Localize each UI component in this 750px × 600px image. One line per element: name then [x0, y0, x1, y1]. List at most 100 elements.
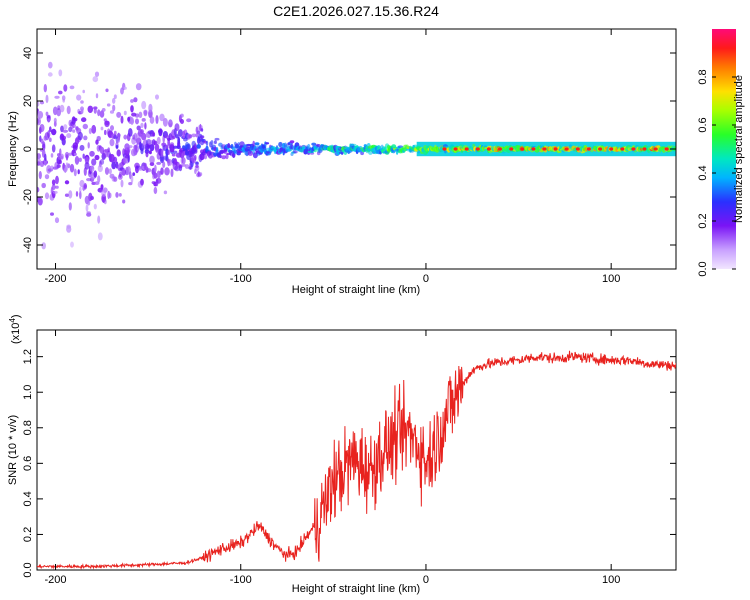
spectrogram-area [37, 29, 676, 269]
spectrogram-blob [83, 135, 88, 141]
spectrogram-blob [69, 163, 75, 173]
spectrogram-blob [41, 242, 46, 250]
spectrogram-blob [60, 153, 64, 160]
spectrogram-blob [55, 175, 59, 185]
spectrogram-blob [117, 174, 123, 180]
spectrogram-blob [173, 150, 178, 154]
spectrogram-blob [127, 146, 131, 153]
spectrogram-blob [162, 161, 166, 169]
spectrogram-peak [486, 147, 491, 151]
spectrogram-blob [54, 95, 60, 99]
spectrogram-blob [200, 128, 204, 132]
spectrogram-blob [195, 161, 199, 166]
spectrogram-blob [140, 178, 144, 186]
spectrogram-blob [54, 217, 60, 224]
spectrogram-blob [66, 105, 71, 115]
spectrogram-blob [163, 190, 168, 195]
spectrogram-blob [44, 192, 50, 200]
spectrogram-blob [68, 152, 73, 156]
spectrogram-blob [156, 161, 162, 165]
spectrogram-blob [109, 110, 115, 114]
spectrogram-blob [309, 152, 315, 155]
spectrogram-blob [171, 153, 176, 157]
spectrogram-peak [498, 147, 502, 151]
spectrogram-peak [542, 147, 547, 151]
spectrogram-blob [154, 143, 160, 151]
spectrogram-blob [213, 140, 217, 145]
spectrogram-blob [97, 164, 103, 173]
spectrogram-blob [141, 100, 147, 110]
spectrogram-blob [144, 122, 147, 130]
spectrogram-blob [94, 154, 100, 161]
spectrogram-blob [53, 117, 57, 124]
spectrogram-blob [85, 204, 89, 212]
spectrogram-blob [104, 129, 107, 136]
spectrogram-peak [586, 147, 591, 151]
spectrogram-blob [82, 89, 85, 94]
spectrogram-blob [112, 97, 116, 104]
spectrogram-blob [210, 140, 214, 146]
spectrogram-peak [664, 147, 669, 151]
spectrogram-blob [37, 101, 40, 107]
spectrogram-blob [154, 164, 157, 173]
spectrogram-blob [181, 157, 186, 165]
spectrogram-blob [203, 154, 208, 160]
spectrogram-blob [100, 126, 104, 131]
snr-y-label: SNR (10 * v/v) [7, 415, 19, 485]
spectrogram-blob [167, 149, 171, 155]
spectrogram-blob [104, 167, 110, 175]
spectrogram-blob [152, 132, 156, 137]
spectrogram-blob [115, 145, 119, 149]
y-tick-label: 0.6 [22, 456, 34, 471]
spectrogram-blob [99, 159, 105, 165]
spectrogram-blob [168, 159, 173, 166]
y-tick-label: -20 [22, 189, 34, 205]
spectrogram-blob [86, 211, 91, 215]
spectrogram-blob [68, 190, 73, 199]
spectrogram-blob [175, 134, 179, 139]
spectrogram-y-axis: -40 -20 0 20 40 [22, 47, 676, 253]
spectrogram-blob [264, 142, 270, 145]
spectrogram-blob [77, 169, 80, 175]
spectrogram-blob [130, 174, 134, 184]
spectrogram-blob [93, 170, 98, 178]
x-tick-label: 100 [602, 273, 620, 285]
spectrogram-blob [169, 144, 175, 153]
spectrogram-blob [121, 169, 127, 176]
spectrogram-blob [196, 144, 201, 149]
y-tick-label: 0 [22, 146, 34, 152]
spectrogram-blob [130, 105, 134, 113]
spectrogram-blob [117, 136, 120, 143]
spectrogram-blob [162, 117, 168, 127]
spectrogram-blob [174, 165, 180, 172]
spectrogram-blob [79, 190, 82, 200]
spectrogram-blob [37, 197, 43, 206]
spectrogram-blob [56, 164, 61, 169]
spectrogram-blob [95, 93, 99, 99]
spectrogram-blob [168, 119, 173, 124]
spectrogram-blob [120, 179, 124, 188]
spectrogram-blob [197, 130, 201, 135]
spectrogram-blob [153, 186, 158, 195]
spectrogram-blob [44, 174, 50, 180]
spectrogram-blob [63, 124, 68, 130]
spectrogram-blob [111, 161, 117, 170]
spectrogram-blob [41, 182, 46, 189]
spectrogram-blob [90, 196, 94, 200]
spectrogram-blob [62, 99, 65, 103]
spectrogram-blob [80, 108, 84, 114]
spectrogram-blob [62, 129, 69, 133]
spectrogram-blob [58, 69, 63, 77]
spectrogram-blob [50, 165, 54, 171]
spectrogram-blob [180, 119, 184, 124]
spectrogram-blob [59, 104, 65, 113]
spectrogram-blob [55, 185, 59, 189]
spectrogram-blob [81, 117, 87, 123]
spectrogram-x-axis: -200 -100 0 100 [45, 29, 620, 285]
colorbar-tick-label: 0.6 [697, 117, 709, 132]
spectrogram-blob [140, 148, 144, 155]
spectrogram-peak [575, 147, 580, 151]
spectrogram-blob [50, 212, 54, 216]
x-tick-label: 100 [602, 574, 620, 586]
